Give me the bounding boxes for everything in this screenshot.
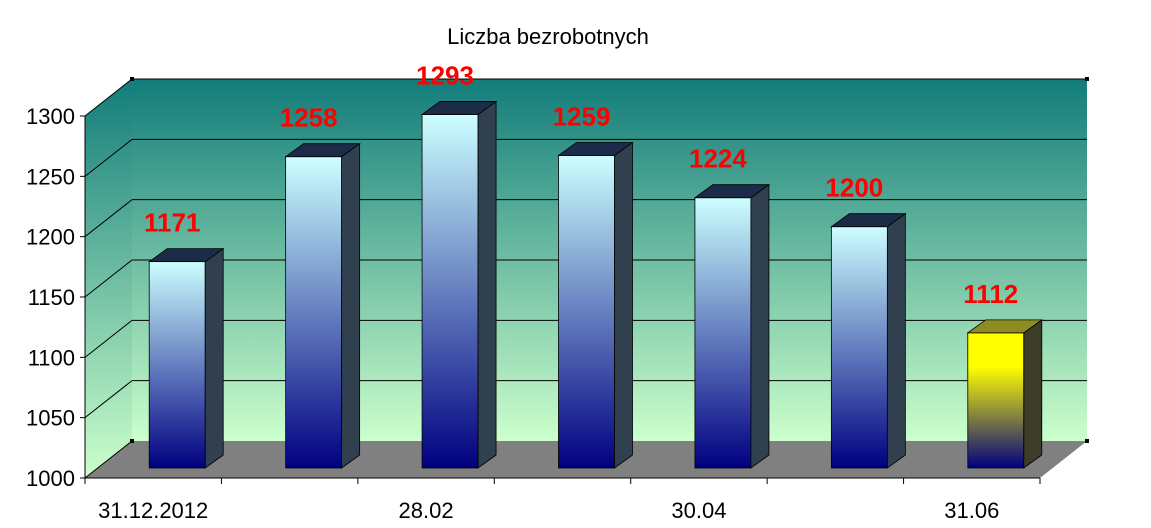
corner-marker (1085, 439, 1089, 443)
bar-side (750, 183, 770, 469)
data-label: 1293 (416, 60, 474, 90)
x-tick-label: 28.02 (399, 498, 454, 523)
bar-side (477, 100, 497, 469)
bar-top (557, 142, 634, 156)
y-tick-label: 1250 (26, 164, 75, 189)
gridline-side (84, 440, 133, 479)
bar (284, 142, 361, 469)
bar-top (966, 319, 1044, 334)
gridline-side (84, 319, 133, 358)
bar-front (558, 155, 615, 469)
bar-side (204, 247, 224, 469)
bar (557, 141, 634, 469)
bar-top (693, 184, 771, 199)
bar-top (147, 248, 225, 263)
y-axis: 1000 1050 1100 1150 1200 1250 1300 (26, 104, 86, 491)
data-label: 1171 (144, 208, 200, 238)
bar (966, 319, 1044, 469)
gridline-side (84, 138, 133, 177)
bar-side (614, 141, 633, 469)
y-tick-label: 1100 (28, 345, 75, 370)
bar (693, 183, 771, 469)
bar-front (694, 197, 752, 469)
data-labels: 1171 1258 1293 1259 1224 1200 1112 (144, 60, 1018, 308)
y-tick-label: 1050 (26, 406, 75, 431)
bar-top (830, 213, 907, 228)
bars (147, 100, 1044, 469)
gridline-side (84, 259, 133, 298)
y-tick-label: 1150 (28, 285, 75, 310)
gridline-side (84, 380, 133, 419)
x-tick-label: 30.04 (671, 498, 726, 523)
data-label: 1259 (553, 101, 611, 131)
chart-title: Liczba bezrobotnych (447, 24, 649, 49)
data-label: 1200 (825, 173, 883, 203)
data-label: 1258 (280, 103, 338, 133)
y-tick-label: 1200 (26, 225, 75, 250)
bar-front (285, 156, 343, 469)
bar-side (341, 142, 361, 469)
gridline-side (84, 199, 133, 238)
bar-front (148, 261, 206, 469)
gridline-side (84, 78, 133, 117)
bar-side (1023, 319, 1043, 469)
bar-front (967, 332, 1025, 469)
data-label: 1112 (963, 279, 1018, 309)
bar (830, 212, 907, 469)
data-label: 1224 (689, 144, 747, 174)
bar-side (886, 212, 906, 469)
bar-front (830, 226, 888, 469)
bar (147, 247, 225, 469)
y-tick-label: 1300 (26, 104, 75, 129)
bar-top (284, 143, 361, 158)
x-tick-label: 31.06 (944, 498, 999, 523)
bar (420, 100, 498, 469)
bar-top (420, 101, 498, 115)
bar-front (421, 114, 479, 469)
y-tick-label: 1000 (26, 466, 75, 491)
x-tick-label: 31.12.2012 (98, 498, 208, 523)
x-axis: 31.12.2012 28.02 30.04 31.06 (84, 477, 1041, 523)
